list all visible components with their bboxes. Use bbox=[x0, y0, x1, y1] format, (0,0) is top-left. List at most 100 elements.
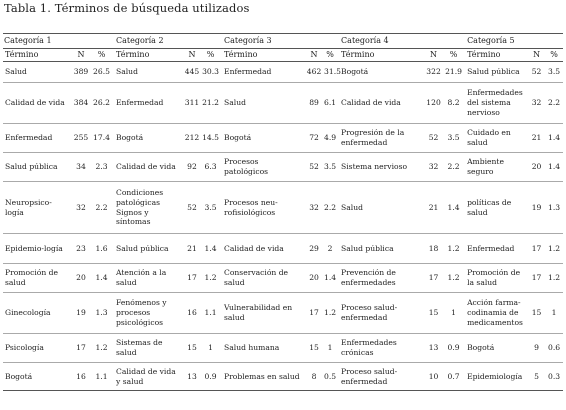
count-cell: 21 bbox=[423, 181, 445, 234]
percent-cell: 1.2 bbox=[545, 233, 564, 264]
count-cell: 29 bbox=[305, 233, 324, 264]
term-cell: Sistema nervioso bbox=[337, 152, 424, 182]
count-cell: 52 bbox=[183, 181, 202, 234]
term-cell: Conservación de salud bbox=[220, 263, 306, 293]
count-cell: 15 bbox=[423, 292, 445, 334]
term-cell: Enfermedades del sistema nervioso bbox=[463, 82, 529, 124]
count-cell: 17 bbox=[528, 233, 546, 264]
percent-cell: 1.4 bbox=[201, 233, 221, 264]
col-header-term: Término bbox=[463, 48, 529, 62]
count-cell: 72 bbox=[305, 123, 324, 153]
percent-cell: 26.2 bbox=[91, 82, 113, 124]
term-cell: Bogotá bbox=[3, 362, 71, 391]
percent-cell: 1.4 bbox=[545, 123, 564, 153]
term-cell: Bogotá bbox=[220, 123, 306, 153]
percent-cell: 1.2 bbox=[444, 263, 464, 293]
col-header-pct: % bbox=[323, 48, 338, 62]
category-header-row: Categoría 1 Categoría 2 Categoría 3 Cate… bbox=[3, 33, 564, 49]
percent-cell: 0.3 bbox=[545, 362, 564, 391]
percent-cell: 1.4 bbox=[323, 263, 338, 293]
term-cell: Salud bbox=[3, 61, 71, 83]
count-cell: 15 bbox=[528, 292, 546, 334]
term-cell: Salud pública bbox=[3, 152, 71, 182]
percent-cell: 1.2 bbox=[91, 333, 113, 363]
term-cell: Salud bbox=[220, 82, 306, 124]
percent-cell: 1.2 bbox=[323, 292, 338, 334]
count-cell: 462 bbox=[305, 61, 324, 83]
percent-cell: 1.2 bbox=[444, 233, 464, 264]
percent-cell: 1.2 bbox=[201, 263, 221, 293]
category-1-header: Categoría 1 bbox=[3, 33, 113, 49]
category-5-header: Categoría 5 bbox=[463, 33, 564, 49]
percent-cell: 3.5 bbox=[323, 152, 338, 182]
term-cell: Cuidado en salud bbox=[463, 123, 529, 153]
count-cell: 21 bbox=[528, 123, 546, 153]
col-header-n: N bbox=[305, 48, 324, 62]
col-header-term: Término bbox=[220, 48, 306, 62]
percent-cell: 1 bbox=[323, 333, 338, 363]
percent-cell: 6.1 bbox=[323, 82, 338, 124]
category-2-header: Categoría 2 bbox=[112, 33, 221, 49]
count-cell: 32 bbox=[423, 152, 445, 182]
term-cell: Salud bbox=[337, 181, 424, 234]
table-row: Bogotá 16 1.1 Calidad de vida y salud 13 0.9 P… bbox=[3, 362, 564, 391]
percent-cell: 0.9 bbox=[444, 333, 464, 363]
col-header-n: N bbox=[71, 48, 91, 62]
percent-cell: 3.5 bbox=[201, 181, 221, 234]
term-cell: Acción farma-codinamia de medicamentos bbox=[463, 292, 529, 334]
percent-cell: 1 bbox=[444, 292, 464, 334]
count-cell: 445 bbox=[183, 61, 202, 83]
term-cell: Procesos neu-rofisiológicos bbox=[220, 181, 306, 234]
term-cell: Enfermedades crónicas bbox=[337, 333, 424, 363]
term-cell: Ambiente seguro bbox=[463, 152, 529, 182]
col-header-pct: % bbox=[444, 48, 464, 62]
percent-cell: 2.3 bbox=[91, 152, 113, 182]
percent-cell: 2.2 bbox=[444, 152, 464, 182]
percent-cell: 3.5 bbox=[545, 61, 564, 83]
percent-cell: 2.2 bbox=[91, 181, 113, 234]
count-cell: 17 bbox=[528, 263, 546, 293]
count-cell: 32 bbox=[528, 82, 546, 124]
count-cell: 20 bbox=[305, 263, 324, 293]
count-cell: 92 bbox=[183, 152, 202, 182]
count-cell: 10 bbox=[423, 362, 445, 391]
term-cell: políticas de salud bbox=[463, 181, 529, 234]
count-cell: 17 bbox=[305, 292, 324, 334]
term-cell: Proceso salud-enfermedad bbox=[337, 362, 424, 391]
term-cell: Calidad de vida bbox=[337, 82, 424, 124]
term-cell: Progresión de la enfermedad bbox=[337, 123, 424, 153]
term-cell: Salud humana bbox=[220, 333, 306, 363]
term-cell: Problemas en salud bbox=[220, 362, 306, 391]
percent-cell: 2.2 bbox=[545, 82, 564, 124]
count-cell: 311 bbox=[183, 82, 202, 124]
percent-cell: 0.7 bbox=[444, 362, 464, 391]
percent-cell: 0.5 bbox=[323, 362, 338, 391]
term-cell: Enfermedad bbox=[3, 123, 71, 153]
percent-cell: 1.1 bbox=[91, 362, 113, 391]
table-row: Enfermedad 255 17.4 Bogotá 212 14.5 Bogotá 72 4.… bbox=[3, 123, 564, 153]
count-cell: 17 bbox=[183, 263, 202, 293]
term-cell: Enfermedad bbox=[463, 233, 529, 264]
table-row: Calidad de vida 384 26.2 Enfermedad 311 21.2 S… bbox=[3, 82, 564, 124]
col-header-term: Término bbox=[3, 48, 71, 62]
count-cell: 34 bbox=[71, 152, 91, 182]
table-row: Psicología 17 1.2 Sistemas de salud 15 1 Salud… bbox=[3, 333, 564, 363]
count-cell: 52 bbox=[305, 152, 324, 182]
column-header-row: Término N% Término N% Término N% Término N% Térm… bbox=[3, 48, 564, 62]
percent-cell: 1.3 bbox=[545, 181, 564, 234]
percent-cell: 1.6 bbox=[91, 233, 113, 264]
percent-cell: 1.4 bbox=[91, 263, 113, 293]
percent-cell: 0.9 bbox=[201, 362, 221, 391]
col-header-n: N bbox=[183, 48, 202, 62]
col-header-term: Término bbox=[112, 48, 184, 62]
term-cell: Promoción de salud bbox=[3, 263, 71, 293]
term-cell: Atención a la salud bbox=[112, 263, 184, 293]
count-cell: 19 bbox=[528, 181, 546, 234]
percent-cell: 21.9 bbox=[444, 61, 464, 83]
count-cell: 384 bbox=[71, 82, 91, 124]
term-cell: Calidad de vida bbox=[220, 233, 306, 264]
count-cell: 8 bbox=[305, 362, 324, 391]
category-3-header: Categoría 3 bbox=[220, 33, 338, 49]
col-header-pct: % bbox=[91, 48, 113, 62]
term-cell: Sistemas de salud bbox=[112, 333, 184, 363]
